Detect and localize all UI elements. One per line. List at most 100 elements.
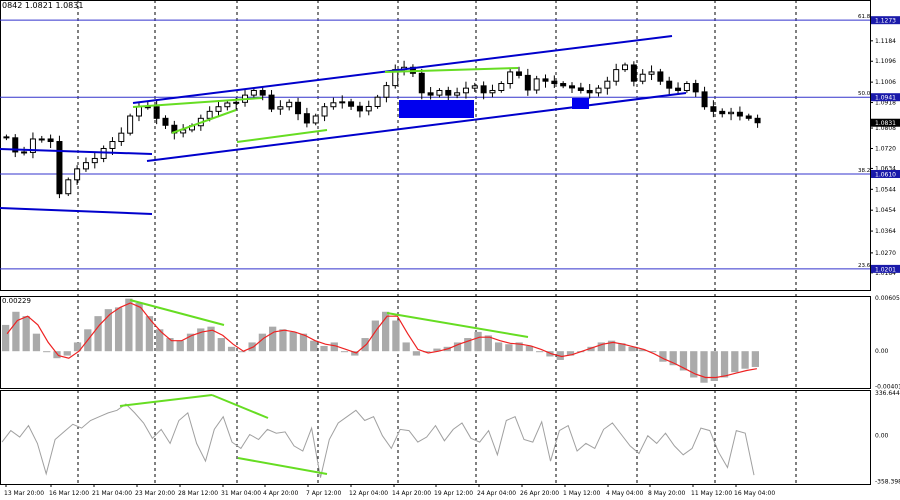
price-tick-12: 1.0184	[875, 270, 896, 277]
candle-body-56	[498, 83, 505, 91]
candle-body-38	[339, 101, 346, 104]
candle-body-57	[507, 71, 514, 85]
macd-bar-69	[710, 351, 718, 381]
candle-body-8	[74, 168, 81, 181]
macd-bar-22	[227, 346, 236, 352]
macd-bar-41	[423, 351, 431, 353]
x-label-5: 31 Mar 04:00	[221, 490, 261, 497]
x-label-0: 13 Mar 20:00	[4, 490, 44, 497]
macd-bar-7	[73, 342, 82, 352]
macd-bar-57	[587, 346, 595, 352]
macd-bar-20	[207, 326, 215, 352]
macd-bar-12	[125, 298, 133, 352]
fib-label-38.2: 38.2	[858, 168, 870, 174]
candle-body-67	[595, 87, 602, 94]
price-tick-1: 1.1184	[875, 38, 896, 45]
macd-bar-10	[104, 309, 112, 352]
price-tick-3: 1.1006	[875, 79, 896, 86]
candle-body-43	[383, 85, 390, 98]
macd-bar-21	[217, 338, 225, 352]
price-tick-5: 1.0808	[875, 125, 896, 132]
macd-bar-4	[43, 351, 51, 353]
cci-tick-1: 0.00	[875, 433, 889, 440]
macd-bar-70	[720, 351, 729, 378]
x-label-15: 8 May 20:00	[648, 490, 686, 497]
fib-price-box-61.8	[871, 16, 900, 25]
candle-body-36	[321, 106, 328, 117]
candle-body-48	[427, 92, 434, 96]
candle-body-62	[551, 80, 558, 85]
candle-body-65	[577, 87, 584, 91]
candle-body-59	[524, 74, 531, 91]
candle-body-75	[666, 80, 673, 89]
macd-bar-67	[690, 351, 698, 378]
macd-bar-55	[566, 351, 575, 356]
macd-bar-33	[340, 351, 349, 353]
candle-body-60	[533, 78, 540, 91]
candle-body-69	[613, 69, 620, 82]
macd-bar-9	[94, 316, 102, 352]
candle-body-74	[657, 71, 664, 82]
candle-body-31	[277, 106, 284, 110]
macd-bar-40	[412, 351, 421, 356]
candle-body-66	[586, 89, 593, 94]
macd-bar-0	[2, 324, 10, 352]
macd-bar-44	[453, 342, 462, 352]
fib-label-23.6: 23.6	[858, 263, 871, 269]
fib-price-label-50.0: 1.0941	[875, 95, 896, 102]
candle-body-80	[710, 106, 717, 112]
price-tick-10: 1.0364	[875, 228, 896, 235]
macd-bar-50	[515, 342, 523, 352]
macd-bar-66	[679, 351, 688, 371]
macd-divergence-1	[386, 312, 529, 338]
macd-bar-38	[392, 320, 400, 352]
x-label-14: 4 May 04:00	[606, 490, 644, 497]
price-tick-7: 1.0634	[875, 165, 896, 172]
macd-bar-26	[269, 326, 277, 352]
candle-body-70	[622, 64, 629, 71]
support-zone-2	[572, 98, 589, 109]
macd-tick-2: -0.00401	[875, 383, 900, 390]
macd-bar-13	[135, 303, 143, 352]
macd-bar-46	[474, 331, 482, 352]
candle-body-3	[29, 138, 36, 153]
candle-body-23	[206, 110, 213, 119]
cci-divergence-1	[211, 394, 269, 419]
candle-body-6	[56, 141, 63, 195]
candle-body-50	[445, 89, 452, 96]
x-label-6: 4 Apr 20:00	[263, 490, 298, 497]
macd-bar-58	[597, 342, 605, 352]
macd-bar-27	[279, 329, 287, 352]
candle-body-4	[38, 138, 45, 141]
fib-price-label-61.8: 1.1273	[875, 18, 896, 25]
macd-bar-72	[741, 351, 749, 369]
last-price-label: 1.0831	[875, 120, 896, 127]
x-label-9: 14 Apr 20:00	[392, 490, 431, 497]
macd-bar-48	[494, 342, 503, 352]
macd-bar-25	[258, 333, 267, 352]
macd-header: 0.00229	[2, 297, 31, 305]
candle-body-78	[692, 83, 699, 93]
x-label-16: 11 May 12:00	[691, 490, 732, 497]
macd-bar-36	[371, 320, 379, 352]
macd-bar-18	[186, 333, 195, 352]
candle-body-32	[286, 101, 293, 108]
macd-tick-1: 0.00	[875, 348, 889, 355]
macd-bar-71	[731, 351, 739, 373]
macd-bar-2	[22, 316, 30, 352]
candle-body-7	[65, 179, 72, 195]
x-label-3: 23 Mar 20:00	[135, 490, 175, 497]
macd-tick-0: 0.00605	[875, 295, 900, 302]
candle-body-72	[639, 73, 646, 82]
macd-bar-52	[536, 351, 544, 353]
macd-bar-47	[484, 335, 492, 352]
candle-body-79	[701, 91, 708, 108]
macd-bar-15	[156, 329, 164, 352]
candle-body-11	[100, 147, 107, 159]
x-label-1: 16 Mar 12:00	[49, 490, 89, 497]
macd-signal-line	[6, 302, 758, 379]
candle-body-0	[3, 136, 10, 139]
macd-bar-60	[618, 343, 626, 352]
candle-body-33	[295, 101, 302, 115]
macd-bar-1	[12, 311, 20, 352]
